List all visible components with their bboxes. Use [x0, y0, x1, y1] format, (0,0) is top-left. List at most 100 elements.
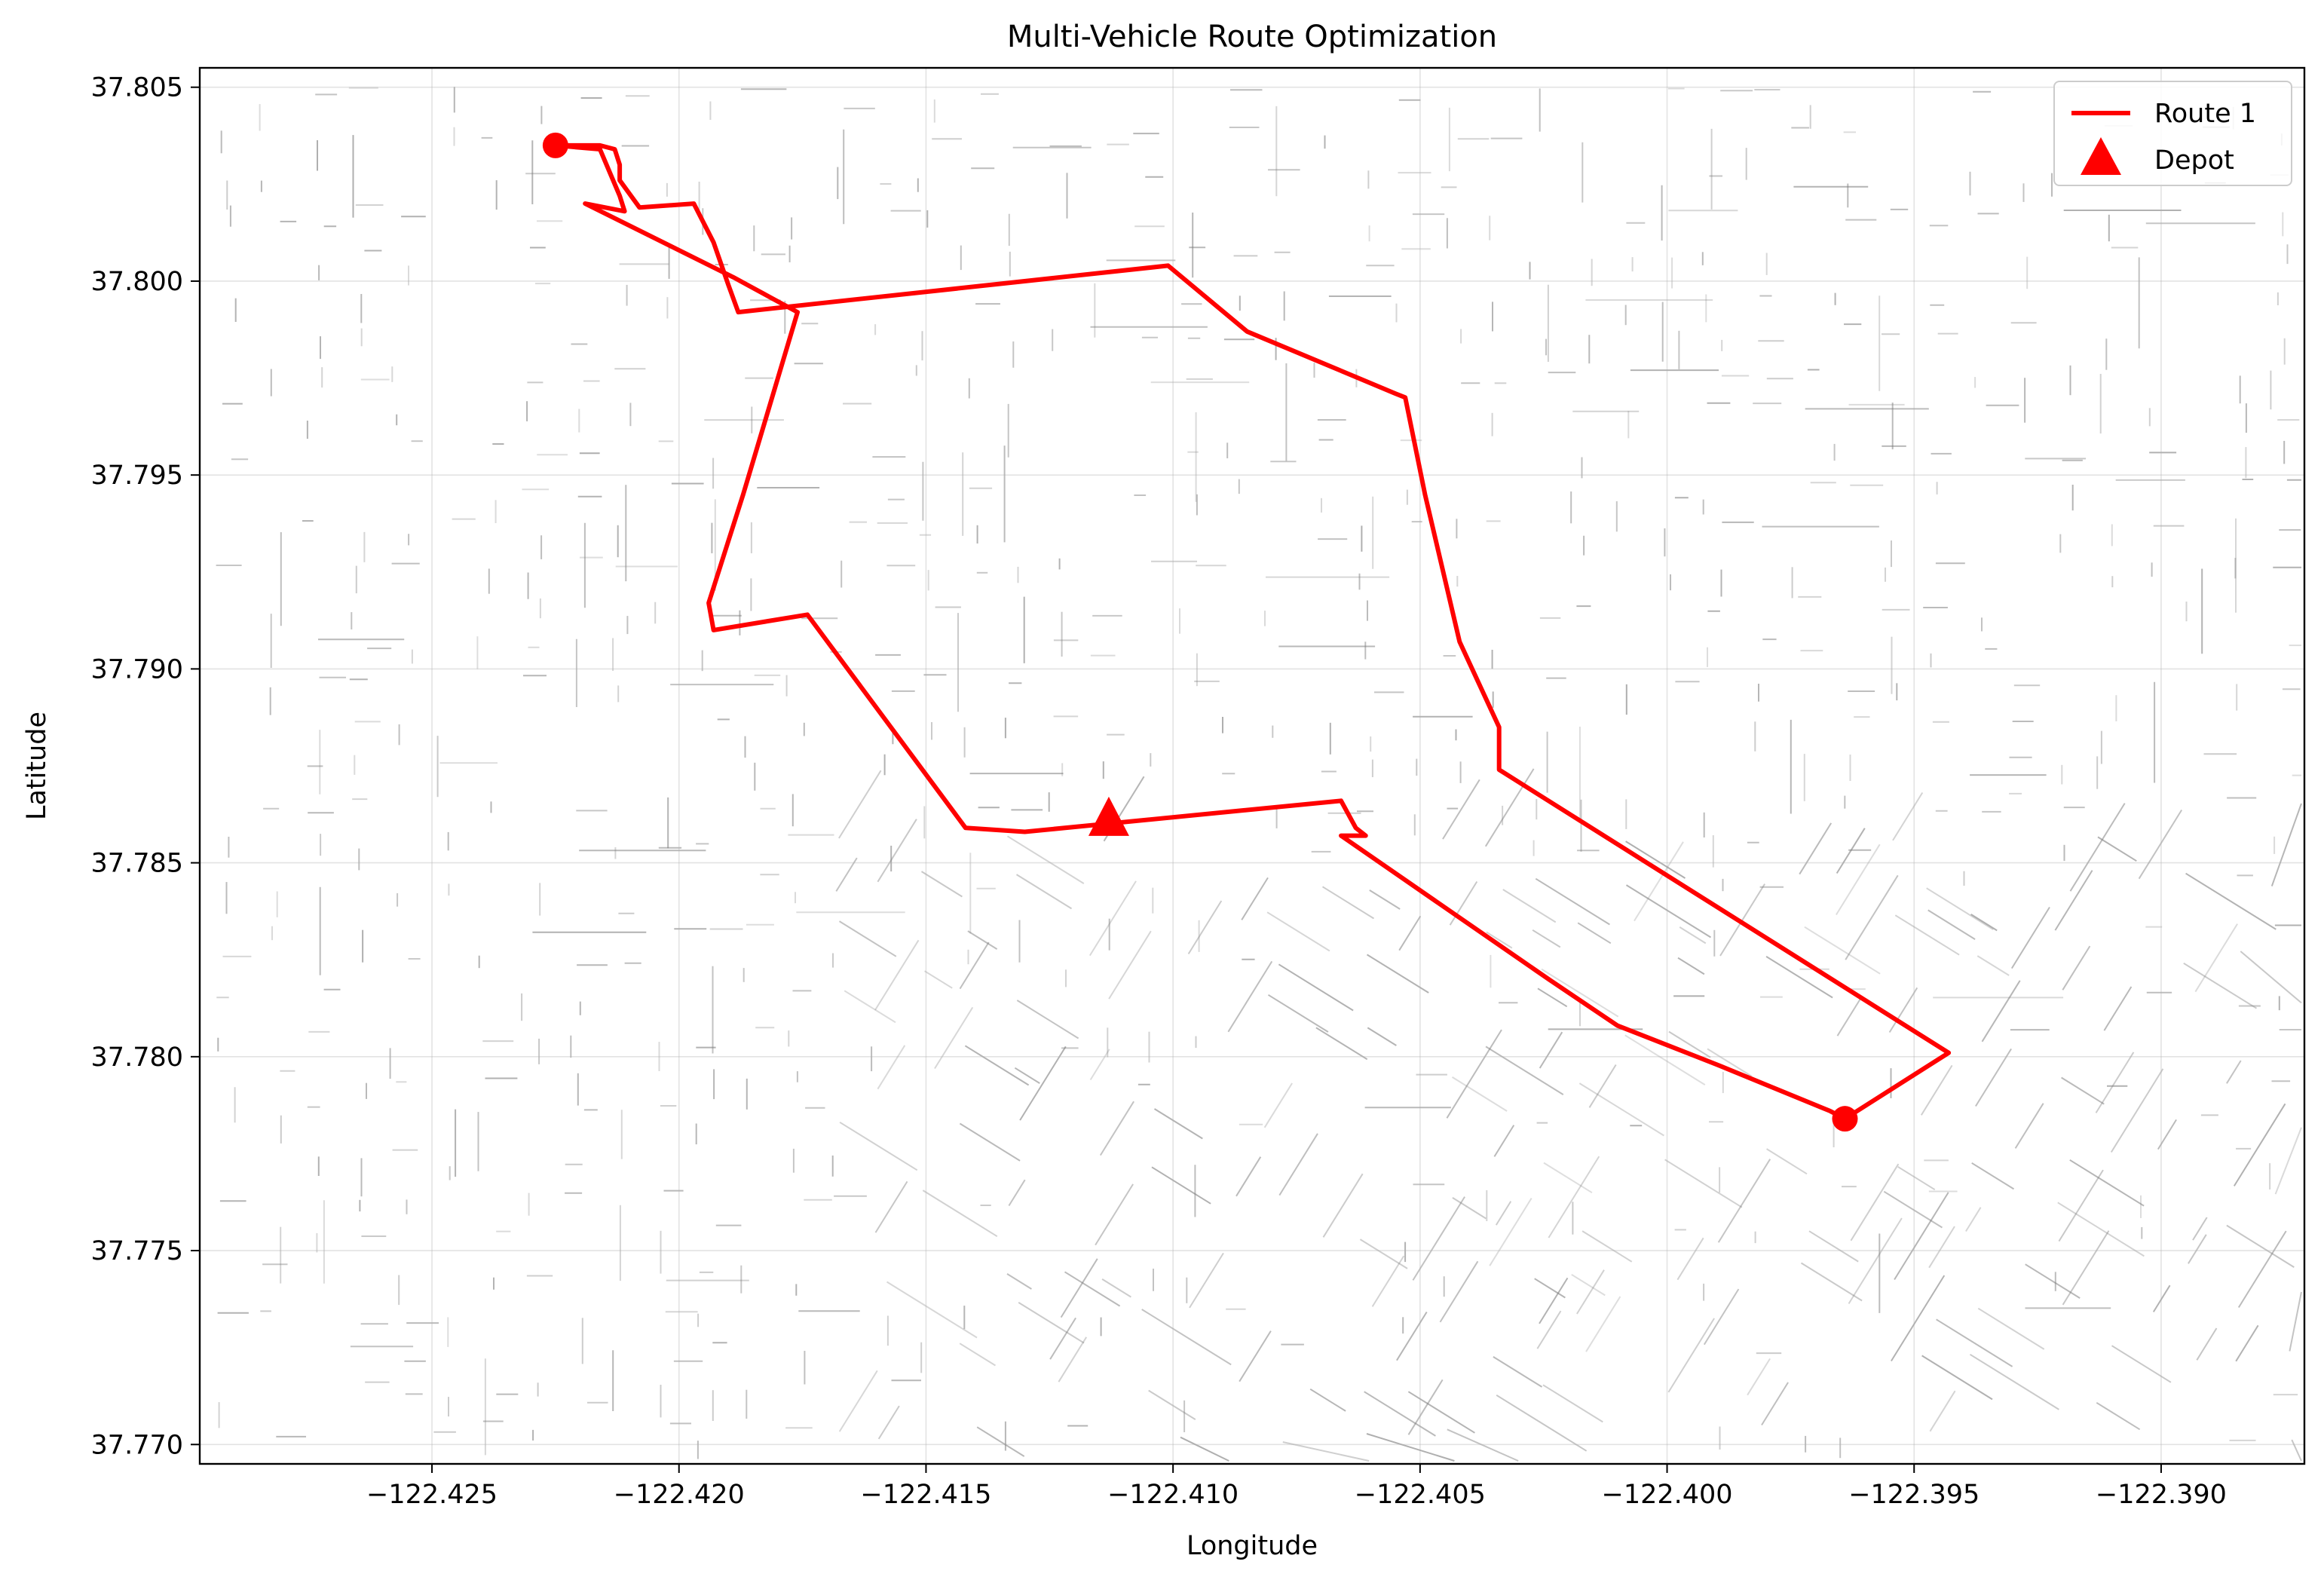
street-segment: [1153, 1108, 1203, 1140]
street-segment: [1929, 1390, 1956, 1432]
street-segment: [2103, 986, 2133, 1031]
street-segment: [1089, 1049, 1110, 1081]
street-segment: [1577, 922, 1612, 945]
street-segment: [1180, 1436, 1229, 1462]
legend-depot-swatch: [2081, 137, 2121, 175]
street-segment: [1449, 880, 1478, 926]
street-segment: [2233, 1103, 2286, 1186]
street-segment: [1141, 1309, 1232, 1366]
street-segment: [1412, 1196, 1465, 1281]
street-segment: [1888, 987, 1918, 1033]
street-segment: [1624, 1034, 1706, 1085]
street-segment: [1634, 841, 1684, 922]
street-segment: [1060, 1258, 1098, 1318]
street-segment: [2062, 945, 2091, 990]
street-segment: [1496, 1394, 1588, 1452]
street-segment: [1848, 1217, 1903, 1305]
street-segment: [838, 1370, 878, 1432]
street-segment: [2226, 1060, 2242, 1084]
street-segment: [1396, 1311, 1428, 1361]
street-segment: [2157, 1119, 2177, 1150]
street-segment: [1485, 1046, 1564, 1095]
street-segment: [1534, 1278, 1566, 1299]
street-segment: [1502, 889, 1557, 923]
street-segment: [838, 770, 882, 839]
street-segment: [1484, 768, 1535, 847]
x-tick-label: −122.405: [1355, 1480, 1486, 1510]
street-segment: [1364, 1391, 1436, 1437]
street-segment: [1452, 1197, 1487, 1220]
street-segment: [1148, 1389, 1196, 1420]
depot-marker: [1088, 796, 1129, 836]
street-segment: [2110, 1068, 2164, 1153]
street-segment: [1315, 1027, 1368, 1061]
y-tick-label: 37.785: [91, 849, 183, 879]
street-segment: [2069, 803, 2126, 892]
street-segment: [1371, 1255, 1405, 1307]
street-segment: [877, 1405, 900, 1440]
street-segment: [1016, 1000, 1079, 1039]
street-segment: [1101, 1278, 1131, 1298]
street-segment: [2192, 1217, 2208, 1241]
street-segment: [1800, 1262, 1863, 1302]
street-segment: [1542, 1384, 1603, 1423]
street-segment: [2096, 1401, 2141, 1431]
street-segment: [1309, 1388, 1346, 1412]
street-segment: [2111, 1345, 2172, 1383]
street-segment: [1977, 1307, 2045, 1350]
street-segment: [2274, 1127, 2302, 1195]
street-segment: [1585, 1296, 1621, 1352]
street-segment: [1099, 1101, 1134, 1156]
street-segment: [835, 857, 858, 892]
street-segment: [1836, 996, 1863, 1036]
street-segment: [1667, 1318, 1715, 1393]
street-segment: [1576, 1269, 1605, 1315]
street-segment: [1018, 1302, 1085, 1344]
street-segment: [1920, 1064, 1953, 1116]
street-segment: [1965, 1207, 1982, 1232]
street-segment: [1235, 1156, 1262, 1197]
street-segment: [1447, 1428, 1519, 1462]
street-segment: [1278, 963, 1354, 1012]
x-tick-label: −122.390: [2096, 1480, 2227, 1510]
street-segment: [924, 970, 953, 989]
street-segment: [1064, 1271, 1121, 1307]
street-segment: [1668, 1030, 1711, 1058]
street-segment: [967, 930, 998, 950]
street-segment: [1836, 828, 1866, 874]
street-segment: [1891, 1275, 1946, 1362]
street-segment: [1679, 926, 1707, 945]
street-segment: [1578, 1082, 1664, 1137]
street-segment: [1263, 1082, 1293, 1128]
street-segment: [1442, 779, 1480, 840]
street-segment: [1677, 957, 1705, 975]
plot-frame: [198, 66, 2306, 1465]
street-segment: [2069, 1159, 2145, 1207]
y-tick-label: 37.800: [91, 267, 183, 297]
street-segment: [959, 941, 990, 990]
street-segment: [1571, 1273, 1606, 1297]
street-segment: [1765, 956, 1833, 999]
street-segment: [1548, 1156, 1600, 1238]
street-segment: [2058, 1169, 2104, 1242]
street-segment: [922, 1190, 998, 1238]
street-segment: [2270, 803, 2302, 886]
y-tick-label: 37.770: [91, 1430, 183, 1460]
street-segment: [1766, 1148, 1808, 1175]
street-segment: [1541, 968, 1619, 1018]
street-segment: [2183, 962, 2258, 1009]
x-tick-label: −122.410: [1107, 1480, 1239, 1510]
y-tick-label: 37.805: [91, 73, 183, 103]
street-segment: [1019, 1046, 1067, 1121]
legend-box: [2053, 81, 2292, 186]
street-segment: [2095, 1052, 2135, 1113]
street-segment: [964, 1045, 1030, 1086]
street-segment: [1894, 1192, 1949, 1281]
street-segment: [1588, 1064, 1617, 1108]
street-segment: [1369, 889, 1401, 910]
street-segment: [1894, 914, 1960, 956]
street-segment: [1008, 1179, 1026, 1207]
